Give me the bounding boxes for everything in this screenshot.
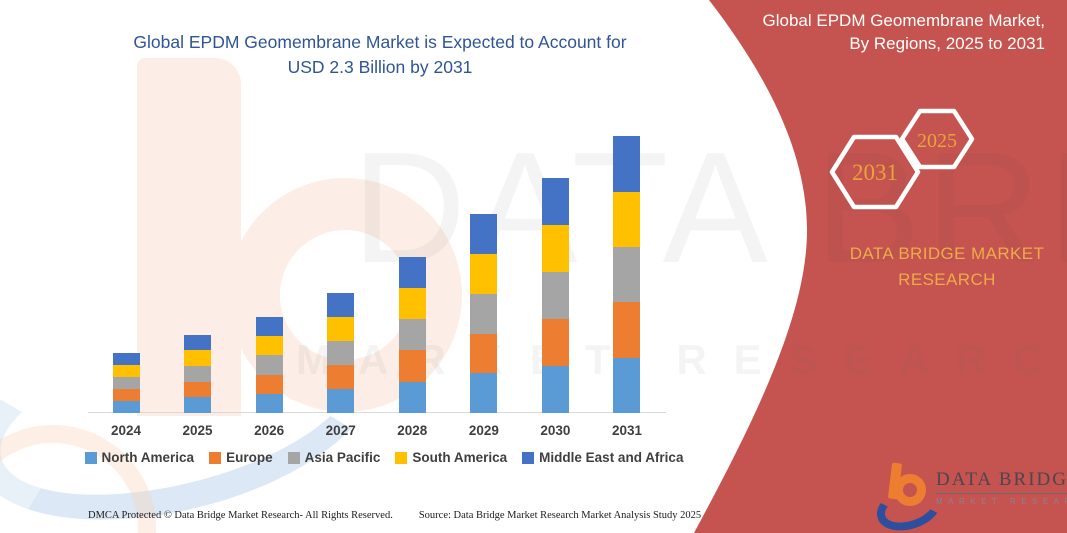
bar-segment-2026-asia-pacific [255,355,283,375]
panel-title-line2: By Regions, 2025 to 2031 [849,34,1045,54]
bar-2031 [613,136,641,413]
legend-item-europe: Europe [209,450,273,465]
bar-segment-2028-south-america [398,287,426,320]
bar-segment-2026-north-america [255,393,283,413]
bar-segment-2028-north-america [398,381,426,413]
panel-brand-line1: DATA BRIDGE MARKET [849,244,1045,263]
bar-segment-2028-europe [398,350,426,382]
hexagon-2025 [899,108,975,170]
bar-segment-2030-south-america [541,225,569,273]
bar-segment-2024-middle-east-and-africa [112,352,140,365]
bar-segment-2024-north-america [112,400,140,413]
bar-segment-2030-north-america [541,366,569,413]
bar-2028 [398,256,426,413]
legend-item-middle-east-and-africa: Middle East and Africa [522,450,683,465]
bar-segment-2031-middle-east-and-africa [613,136,641,192]
x-axis-label-2025: 2025 [182,423,213,438]
bar-segment-2024-asia-pacific [112,376,140,389]
bar-segment-2027-asia-pacific [327,340,355,365]
bar-segment-2029-middle-east-and-africa [470,214,498,255]
legend-label: Middle East and Africa [539,450,684,465]
x-axis-label-2026: 2026 [254,423,285,438]
bar-segment-2031-north-america [613,357,641,413]
bar-segment-2025-north-america [184,397,212,413]
bar-2029 [470,214,498,413]
dbmr-logo: DATA BRIDGE MARKET RESEARCH [871,462,1067,533]
bar-segment-2026-europe [255,374,283,394]
legend-label: Asia Pacific [304,450,381,465]
bar-segment-2030-europe [541,319,569,367]
logo-b-bowl [894,474,926,506]
dmca-text: DMCA Protected © Data Bridge Market Rese… [88,510,393,521]
chart-legend: North America Europe Asia Pacific South Ame… [78,450,690,465]
logo-title: DATA BRIDGE [936,469,1067,490]
chart-title-line1: Global EPDM Geomembrane Market is Expect… [133,32,627,52]
bar-2030 [541,178,569,413]
x-axis-line [88,412,666,413]
hexagon-2031 [829,134,921,210]
bar-segment-2027-europe [327,364,355,389]
bar-segment-2027-south-america [327,316,355,341]
legend-label: North America [101,450,195,465]
bar-segment-2027-middle-east-and-africa [327,292,355,317]
bar-segment-2025-middle-east-and-africa [184,334,212,351]
legend-swatch-icon [395,451,408,464]
bar-2024 [112,352,140,413]
dbmr-logo-icon [871,462,947,533]
hexagon-2025-label: 2025 [917,130,957,152]
bar-segment-2031-south-america [613,191,641,247]
hexagon-2031-label: 2031 [852,160,898,185]
logo-rule [936,493,1067,494]
bar-segment-2029-europe [470,333,498,374]
bar-segment-2025-south-america [184,350,212,367]
bar-2026 [255,316,283,413]
x-axis-label-2029: 2029 [468,423,499,438]
legend-swatch-icon [287,451,300,464]
bar-segment-2025-asia-pacific [184,366,212,382]
source-text: Source: Data Bridge Market Research Mark… [418,510,702,521]
legend-item-north-america: North America [84,450,195,465]
legend-swatch-icon [209,451,222,464]
panel-brand-line2: RESEARCH [898,269,996,289]
bar-segment-2024-south-america [112,364,140,377]
bar-segment-2025-europe [184,381,212,398]
legend-item-asia-pacific: Asia Pacific [287,450,381,465]
bar-segment-2028-middle-east-and-africa [398,256,426,288]
legend-swatch-icon [84,451,97,464]
bar-segment-2029-south-america [470,254,498,294]
panel-title-line1: Global EPDM Geomembrane Market, [762,11,1046,30]
bar-segment-2029-asia-pacific [470,293,498,334]
bar-segment-2030-asia-pacific [541,272,569,320]
bar-2025 [184,334,212,413]
logo-subtitle: MARKET RESEARCH [936,497,1067,506]
x-axis-label-2028: 2028 [397,423,428,438]
legend-label: Europe [226,450,273,465]
panel-title: Global EPDM Geomembrane Market, By Regio… [705,9,1046,56]
bar-segment-2026-middle-east-and-africa [255,316,283,336]
bar-segment-2030-middle-east-and-africa [541,178,569,226]
bar-segment-2024-europe [112,388,140,401]
bar-segment-2026-south-america [255,336,283,356]
bar-segment-2029-north-america [470,373,498,413]
x-axis-label-2031: 2031 [611,423,642,438]
bar-segment-2031-asia-pacific [613,246,641,303]
x-axis-label-2024: 2024 [110,423,142,438]
legend-item-south-america: South America [395,450,507,465]
bar-segment-2027-north-america [327,388,355,413]
footer: DMCA Protected © Data Bridge Market Rese… [88,510,701,521]
chart-title: Global EPDM Geomembrane Market is Expect… [85,30,675,81]
legend-swatch-icon [522,451,535,464]
chart-title-line2: USD 2.3 Billion by 2031 [287,57,473,78]
x-axis-label-2027: 2027 [325,423,356,438]
bar-segment-2031-europe [613,302,641,358]
bar-2027 [327,292,355,413]
bar-segment-2028-asia-pacific [398,319,426,351]
x-axis-label-2030: 2030 [540,423,571,438]
panel-brand-name: DATA BRIDGE MARKET RESEARCH [822,241,1067,292]
legend-label: South America [412,450,508,465]
logo-text: DATA BRIDGE MARKET RESEARCH [936,463,1067,506]
